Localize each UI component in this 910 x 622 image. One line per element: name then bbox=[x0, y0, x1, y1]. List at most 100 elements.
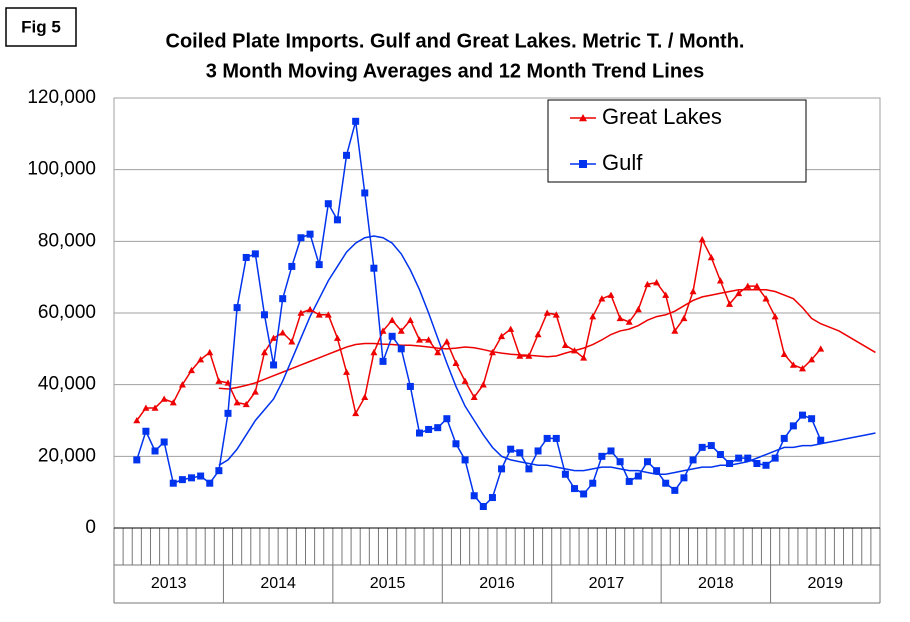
marker bbox=[178, 476, 186, 484]
y-tick-label: 100,000 bbox=[27, 159, 96, 180]
marker bbox=[571, 485, 579, 493]
marker bbox=[525, 352, 533, 359]
marker bbox=[662, 291, 670, 298]
marker bbox=[461, 377, 469, 384]
marker bbox=[352, 117, 360, 125]
chart-subtitle: 3 Month Moving Averages and 12 Month Tre… bbox=[206, 60, 705, 82]
marker bbox=[789, 361, 797, 368]
marker bbox=[552, 311, 560, 318]
marker bbox=[634, 305, 642, 313]
marker bbox=[735, 454, 743, 462]
marker bbox=[415, 429, 423, 437]
x-tick-label: 2013 bbox=[151, 575, 187, 592]
marker bbox=[425, 336, 433, 343]
marker bbox=[370, 348, 378, 356]
marker bbox=[653, 279, 661, 286]
marker bbox=[370, 264, 378, 272]
marker bbox=[571, 347, 579, 354]
marker bbox=[625, 318, 633, 325]
marker bbox=[443, 415, 451, 423]
marker bbox=[251, 250, 259, 258]
marker bbox=[297, 234, 305, 242]
x-tick-label: 2015 bbox=[370, 575, 406, 592]
marker bbox=[488, 494, 496, 502]
marker bbox=[744, 454, 752, 462]
marker bbox=[133, 456, 141, 464]
marker bbox=[707, 253, 715, 261]
marker bbox=[169, 399, 177, 406]
marker bbox=[817, 436, 825, 444]
marker bbox=[634, 472, 642, 480]
marker bbox=[488, 348, 496, 356]
marker bbox=[288, 338, 296, 345]
marker bbox=[333, 334, 341, 341]
marker bbox=[178, 381, 186, 388]
marker bbox=[735, 289, 743, 297]
marker bbox=[808, 415, 816, 423]
trend-line bbox=[218, 235, 876, 475]
marker bbox=[698, 236, 706, 243]
legend-box bbox=[547, 99, 807, 183]
marker bbox=[561, 341, 569, 349]
marker bbox=[242, 400, 250, 408]
marker bbox=[251, 388, 259, 395]
marker bbox=[680, 474, 688, 482]
marker bbox=[716, 451, 724, 459]
marker bbox=[315, 261, 323, 269]
marker bbox=[479, 503, 487, 510]
marker bbox=[580, 354, 588, 361]
marker bbox=[288, 262, 296, 270]
marker bbox=[598, 295, 606, 302]
legend-marker bbox=[579, 114, 587, 122]
marker bbox=[707, 442, 715, 450]
marker bbox=[443, 338, 451, 345]
marker bbox=[607, 447, 615, 455]
marker bbox=[215, 467, 223, 475]
marker bbox=[343, 368, 351, 375]
marker bbox=[689, 288, 697, 295]
marker bbox=[297, 309, 305, 316]
marker bbox=[598, 452, 606, 460]
x-tick-label: 2019 bbox=[807, 575, 843, 592]
marker bbox=[188, 366, 196, 374]
marker bbox=[333, 216, 341, 224]
marker bbox=[425, 425, 433, 433]
x-tick-label: 2017 bbox=[589, 575, 625, 592]
marker bbox=[242, 253, 250, 261]
marker bbox=[753, 460, 761, 467]
marker bbox=[662, 479, 670, 487]
marker bbox=[306, 230, 314, 238]
marker bbox=[616, 314, 624, 322]
marker bbox=[680, 314, 688, 322]
marker bbox=[206, 479, 214, 487]
marker bbox=[452, 359, 460, 366]
marker bbox=[507, 325, 515, 332]
marker bbox=[543, 434, 551, 442]
marker bbox=[525, 465, 533, 473]
marker bbox=[160, 438, 168, 446]
marker bbox=[808, 356, 816, 363]
marker bbox=[215, 377, 223, 384]
marker bbox=[434, 424, 442, 432]
figure-label-box bbox=[5, 7, 77, 47]
marker bbox=[589, 479, 597, 487]
marker bbox=[762, 461, 770, 469]
marker bbox=[771, 313, 779, 320]
marker bbox=[361, 189, 369, 197]
marker bbox=[516, 449, 524, 457]
marker bbox=[315, 311, 323, 318]
y-tick-label: 80,000 bbox=[38, 230, 96, 251]
marker bbox=[434, 348, 442, 356]
marker bbox=[516, 352, 524, 359]
marker bbox=[616, 458, 624, 466]
marker bbox=[498, 465, 506, 473]
x-tick-label: 2014 bbox=[260, 575, 296, 592]
marker bbox=[406, 382, 414, 390]
marker bbox=[151, 404, 159, 411]
marker bbox=[397, 327, 405, 334]
legend-label: Great Lakes bbox=[602, 104, 722, 129]
marker bbox=[452, 440, 460, 448]
legend-marker bbox=[579, 160, 587, 168]
marker bbox=[415, 336, 423, 343]
